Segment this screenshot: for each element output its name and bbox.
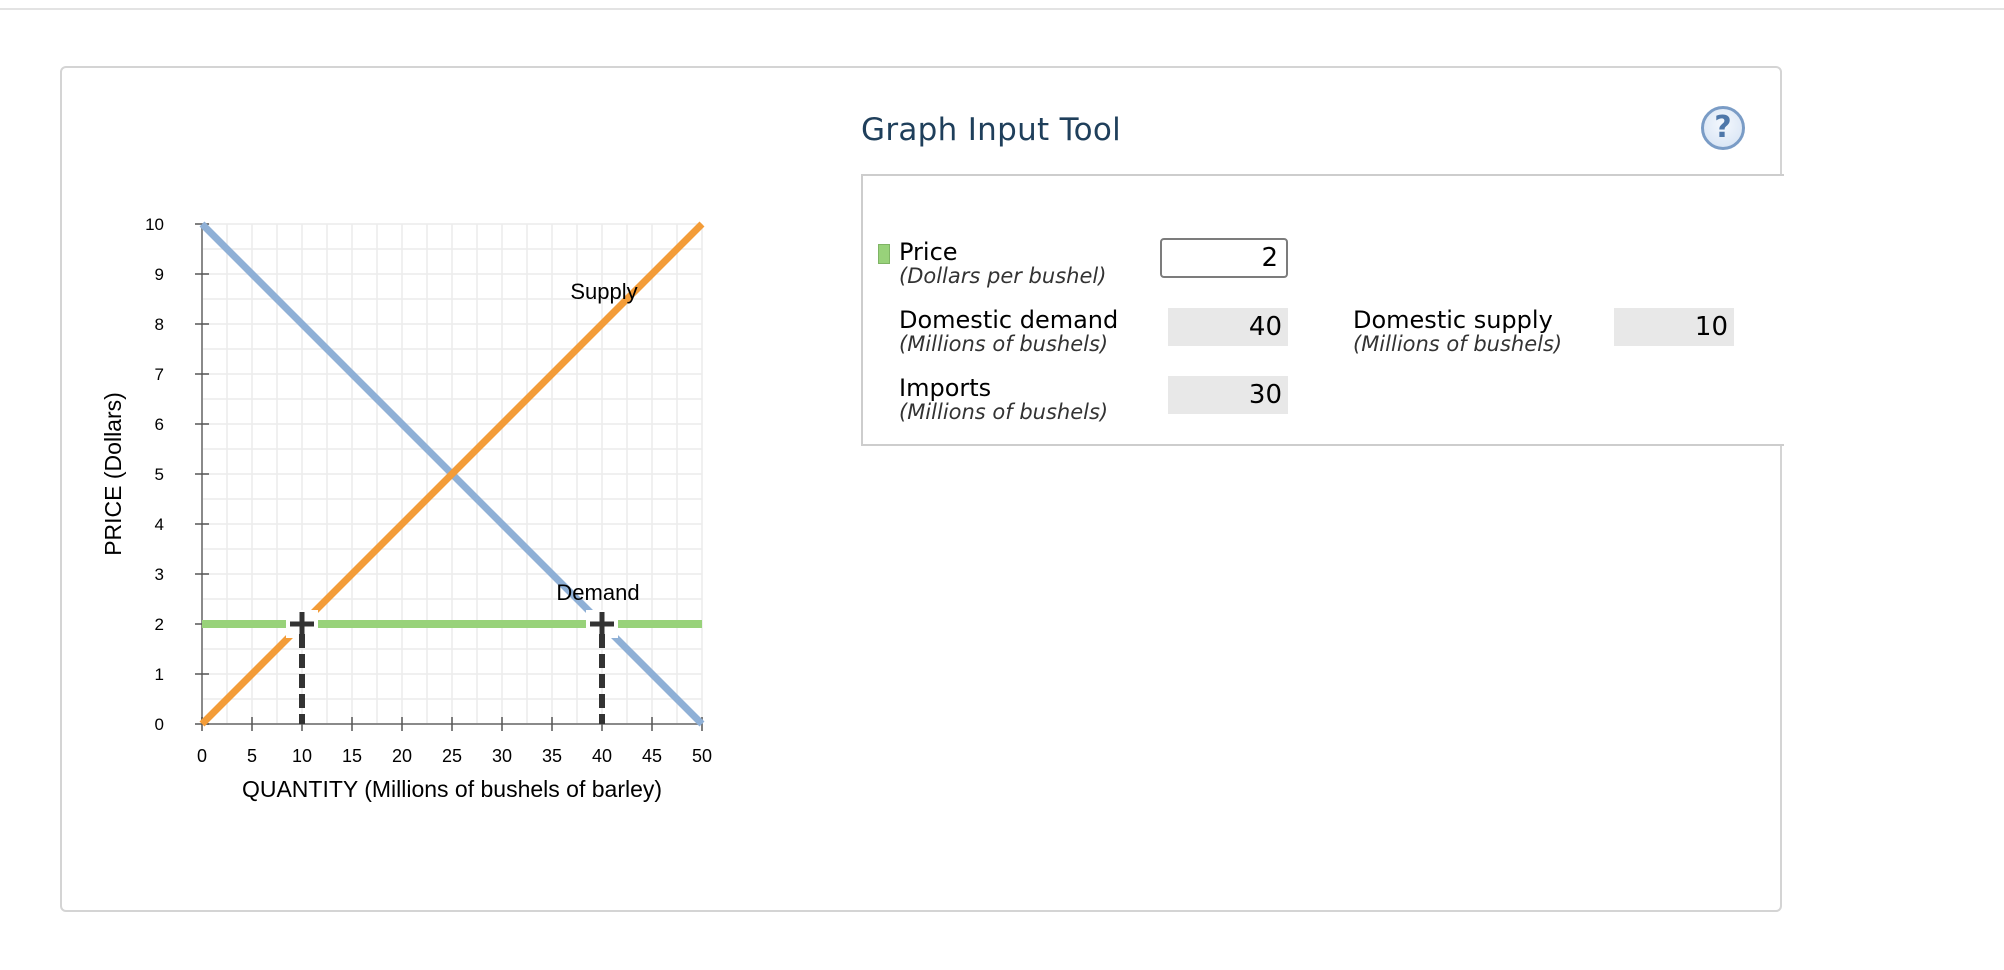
x-tick-label: 30: [492, 746, 512, 766]
y-tick-label: 5: [155, 465, 164, 484]
supply-curve: [199, 221, 705, 727]
domestic-demand-label: Domestic demand: [899, 306, 1119, 334]
x-tick-label: 0: [197, 746, 207, 766]
graph-input-tool-title: Graph Input Tool: [861, 112, 1122, 148]
imports-label: Imports: [899, 374, 992, 402]
y-tick-label: 10: [145, 215, 164, 234]
x-axis-title: QUANTITY (Millions of bushels of barley): [242, 776, 662, 802]
y-tick-label: 7: [155, 365, 164, 384]
imports-value: 30: [1168, 376, 1288, 414]
imports-unit-label: (Millions of bushels): [899, 400, 1109, 424]
price-color-swatch: [878, 244, 890, 264]
supply-label: Supply: [570, 279, 637, 304]
domestic-supply-unit-label: (Millions of bushels): [1353, 332, 1563, 356]
x-tick-label: 40: [592, 746, 612, 766]
price-input[interactable]: [1160, 238, 1288, 278]
y-tick-label: 2: [155, 615, 164, 634]
price-unit-label: (Dollars per bushel): [899, 264, 1107, 288]
y-tick-label: 4: [155, 515, 164, 534]
y-tick-label: 6: [155, 415, 164, 434]
x-tick-label: 15: [342, 746, 362, 766]
domestic-supply-label: Domestic supply: [1353, 306, 1553, 334]
x-tick-label: 5: [247, 746, 257, 766]
help-icon[interactable]: ?: [1701, 106, 1745, 150]
domestic-demand-value: 40: [1168, 308, 1288, 346]
x-tick-label: 45: [642, 746, 662, 766]
x-tick-label: 35: [542, 746, 562, 766]
demand-label: Demand: [556, 580, 639, 605]
y-tick-label: 9: [155, 265, 164, 284]
x-tick-label: 25: [442, 746, 462, 766]
y-tick-label: 3: [155, 565, 164, 584]
y-axis-title: PRICE (Dollars): [100, 392, 126, 556]
y-tick-label: 8: [155, 315, 164, 334]
x-tick-label: 10: [292, 746, 312, 766]
x-tick-label: 20: [392, 746, 412, 766]
domestic-demand-unit-label: (Millions of bushels): [899, 332, 1109, 356]
y-tick-label: 1: [155, 665, 164, 684]
top-divider: [0, 8, 2004, 10]
price-label: Price: [899, 238, 958, 266]
domestic-supply-value: 10: [1614, 308, 1734, 346]
y-tick-label: 0: [155, 715, 164, 734]
x-tick-label: 50: [692, 746, 712, 766]
